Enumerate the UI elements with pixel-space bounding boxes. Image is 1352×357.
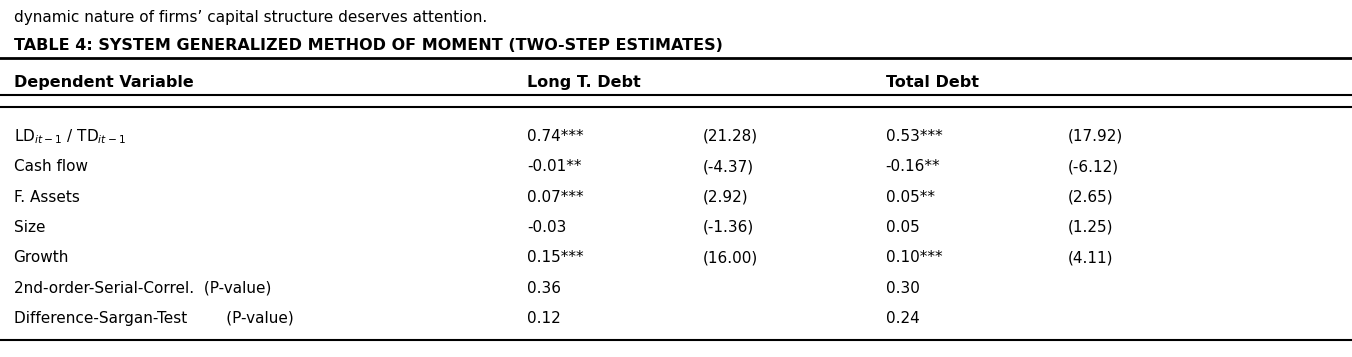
Text: (4.11): (4.11) [1068, 250, 1114, 265]
Text: 0.53***: 0.53*** [886, 129, 942, 144]
Text: Total Debt: Total Debt [886, 75, 979, 90]
Text: Growth: Growth [14, 250, 69, 265]
Text: 0.30: 0.30 [886, 281, 919, 296]
Text: Size: Size [14, 220, 45, 235]
Text: (-6.12): (-6.12) [1068, 159, 1119, 174]
Text: (21.28): (21.28) [703, 129, 758, 144]
Text: Dependent Variable: Dependent Variable [14, 75, 193, 90]
Text: -0.03: -0.03 [527, 220, 566, 235]
Text: -0.01**: -0.01** [527, 159, 581, 174]
Text: (2.65): (2.65) [1068, 190, 1114, 205]
Text: F. Assets: F. Assets [14, 190, 80, 205]
Text: -0.16**: -0.16** [886, 159, 940, 174]
Text: (1.25): (1.25) [1068, 220, 1114, 235]
Text: 0.07***: 0.07*** [527, 190, 584, 205]
Text: 0.05**: 0.05** [886, 190, 934, 205]
Text: 0.15***: 0.15*** [527, 250, 584, 265]
Text: 2nd-order-Serial-Correl.  (P-value): 2nd-order-Serial-Correl. (P-value) [14, 281, 270, 296]
Text: dynamic nature of firms’ capital structure deserves attention.: dynamic nature of firms’ capital structu… [14, 10, 487, 25]
Text: (17.92): (17.92) [1068, 129, 1124, 144]
Text: 0.24: 0.24 [886, 311, 919, 326]
Text: TABLE 4: SYSTEM GENERALIZED METHOD OF MOMENT (TWO-STEP ESTIMATES): TABLE 4: SYSTEM GENERALIZED METHOD OF MO… [14, 38, 722, 53]
Text: Difference-Sargan-Test        (P-value): Difference-Sargan-Test (P-value) [14, 311, 293, 326]
Text: 0.05: 0.05 [886, 220, 919, 235]
Text: (16.00): (16.00) [703, 250, 758, 265]
Text: $\mathrm{LD}_{it-1}$ / $\mathrm{TD}_{it-1}$: $\mathrm{LD}_{it-1}$ / $\mathrm{TD}_{it-… [14, 127, 126, 146]
Text: (2.92): (2.92) [703, 190, 749, 205]
Text: (-1.36): (-1.36) [703, 220, 754, 235]
Text: Long T. Debt: Long T. Debt [527, 75, 641, 90]
Text: 0.12: 0.12 [527, 311, 561, 326]
Text: Cash flow: Cash flow [14, 159, 88, 174]
Text: (-4.37): (-4.37) [703, 159, 754, 174]
Text: 0.36: 0.36 [527, 281, 561, 296]
Text: 0.10***: 0.10*** [886, 250, 942, 265]
Text: 0.74***: 0.74*** [527, 129, 584, 144]
